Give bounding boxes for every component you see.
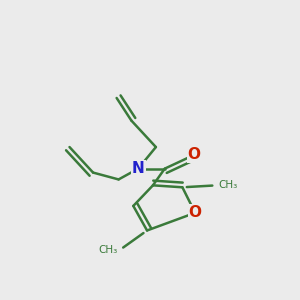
Text: CH₃: CH₃: [99, 245, 118, 255]
Text: N: N: [132, 161, 145, 176]
Text: O: O: [189, 205, 202, 220]
Text: CH₃: CH₃: [218, 180, 238, 190]
Text: O: O: [188, 147, 201, 162]
